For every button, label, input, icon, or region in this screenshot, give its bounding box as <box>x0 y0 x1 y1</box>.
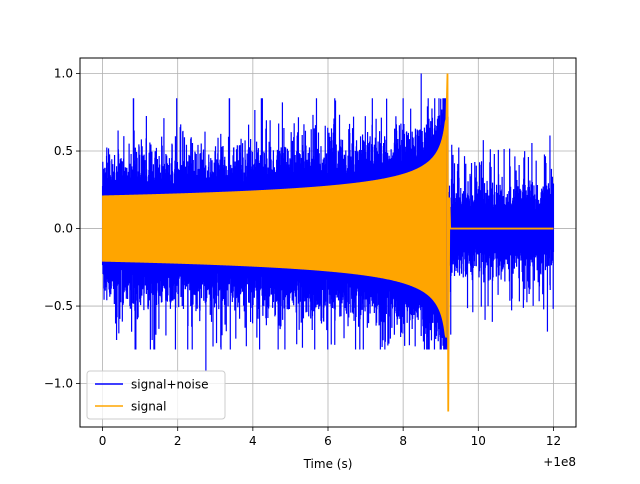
x-tick-label: 4 <box>249 434 257 448</box>
x-tick-label: 8 <box>399 434 407 448</box>
y-axis-ticks: −1.0 −0.5 0.0 0.5 1.0 <box>44 67 80 391</box>
x-tick-label: 0 <box>99 434 107 448</box>
x-tick-label: 10 <box>471 434 486 448</box>
x-axis-ticks: 0 2 4 6 8 10 12 <box>99 427 561 448</box>
legend-label-signal: signal <box>131 400 167 414</box>
legend-box <box>86 370 226 420</box>
plot-area <box>101 73 555 412</box>
series-envelope-signal <box>102 119 447 338</box>
x-tick-label: 2 <box>174 434 182 448</box>
x-tick-label: 12 <box>546 434 561 448</box>
y-tick-label: 0.0 <box>54 222 73 236</box>
legend: signal+noise signal <box>86 370 226 420</box>
y-tick-label: 1.0 <box>54 67 73 81</box>
y-tick-label: 0.5 <box>54 144 73 158</box>
x-axis-offset-label: +1e8 <box>543 455 576 469</box>
legend-label-signal-noise: signal+noise <box>131 378 208 392</box>
y-tick-label: −0.5 <box>44 299 73 313</box>
y-tick-label: −1.0 <box>44 377 73 391</box>
x-tick-label: 6 <box>324 434 332 448</box>
series-line-signal <box>445 73 554 412</box>
x-axis-label: Time (s) <box>303 457 353 471</box>
